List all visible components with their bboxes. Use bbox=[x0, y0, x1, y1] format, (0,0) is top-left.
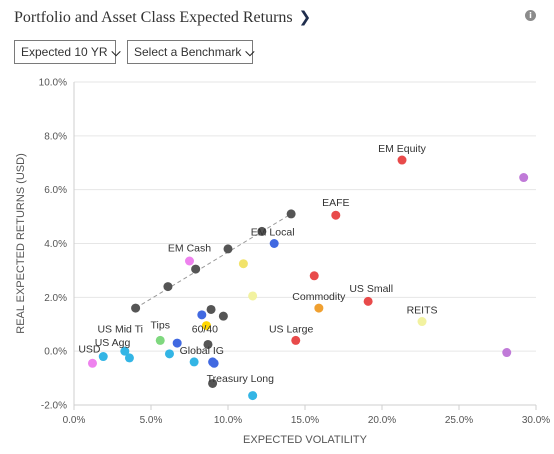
scatter-point-0 bbox=[87, 358, 97, 368]
chart-header: Portfolio and Asset Class Expected Retur… bbox=[14, 6, 544, 30]
point-label-14: Treasury Long bbox=[207, 373, 274, 385]
scatter-point-15 bbox=[206, 304, 216, 314]
y-tick-label-3: 4.0% bbox=[44, 239, 67, 250]
scatter-point-19 bbox=[218, 311, 228, 321]
benchmark-select-label: Select a Benchmark bbox=[134, 45, 242, 59]
y-tick-label-1: 0.0% bbox=[44, 347, 67, 358]
y-tick-label-6: 10.0% bbox=[39, 78, 67, 89]
scatter-point-25 bbox=[269, 239, 279, 248]
scatter-point-13 bbox=[201, 321, 211, 331]
chart-grid bbox=[74, 81, 536, 406]
scatter-point-20 bbox=[223, 244, 233, 254]
info-icon[interactable]: i bbox=[525, 10, 536, 21]
scatter-point-31 bbox=[363, 296, 373, 306]
y-tick-label-5: 8.0% bbox=[44, 131, 67, 142]
chart-axes: 0.0% 5.0% 10.0% 15.0% 20.0% 25.0% 30.0% -2.0% 0.… bbox=[39, 78, 551, 427]
scatter-point-24 bbox=[257, 226, 267, 236]
efficient-frontier bbox=[135, 213, 292, 309]
scatter-point-2 bbox=[120, 346, 130, 356]
point-label-6: REITS bbox=[407, 304, 438, 316]
y-tick-label-2: 2.0% bbox=[44, 293, 67, 304]
scatter-point-6 bbox=[164, 349, 174, 359]
scatter-point-29 bbox=[314, 303, 324, 313]
scatter-point-9 bbox=[185, 256, 194, 266]
scatter-point-32 bbox=[397, 155, 407, 165]
point-label-4: Commodity bbox=[292, 291, 346, 303]
scatter-point-21 bbox=[238, 259, 248, 269]
point-label-13: Global IG bbox=[180, 345, 224, 357]
scatter-point-27 bbox=[291, 335, 301, 345]
scatter-point-28 bbox=[309, 271, 319, 281]
scatter-point-7 bbox=[163, 282, 173, 292]
chevron-down-icon: ⌵ bbox=[111, 45, 121, 59]
scatter-point-17 bbox=[209, 358, 219, 368]
scatter-point-26 bbox=[286, 209, 296, 219]
horizon-select-label: Expected 10 YR bbox=[21, 45, 108, 59]
scatter-point-33 bbox=[417, 317, 427, 327]
x-tick-label-2: 10.0% bbox=[214, 415, 242, 426]
scatter-point-5 bbox=[155, 335, 165, 345]
scatter-point-12 bbox=[197, 310, 207, 320]
point-label-9: 60/40 bbox=[192, 323, 218, 335]
scatter-point-8 bbox=[172, 338, 182, 348]
scatter-point-34 bbox=[502, 348, 512, 358]
x-axis-label: EXPECTED VOLATILITY bbox=[243, 434, 368, 446]
point-label-11: USD bbox=[78, 344, 101, 356]
x-tick-label-4: 20.0% bbox=[368, 415, 396, 426]
scatter-point-3 bbox=[124, 353, 134, 363]
x-tick-label-5: 25.0% bbox=[445, 415, 473, 426]
point-label-5: US Small bbox=[349, 283, 393, 295]
scatter-point-18 bbox=[208, 378, 218, 388]
scatter-point-35 bbox=[519, 173, 529, 183]
scatter-point-11 bbox=[191, 264, 201, 274]
scatter-point-4 bbox=[131, 303, 141, 313]
y-tick-label-4: 6.0% bbox=[44, 185, 67, 196]
scatter-point-30 bbox=[331, 210, 341, 220]
x-tick-label-3: 15.0% bbox=[291, 415, 319, 426]
scatter-chart: 0.0% 5.0% 10.0% 15.0% 20.0% 25.0% 30.0% -2.0% 0.… bbox=[15, 78, 551, 447]
scatter-point-22 bbox=[248, 391, 258, 401]
scatter-points bbox=[87, 155, 529, 401]
point-label-10: US Large bbox=[269, 323, 314, 335]
x-tick-label-1: 5.0% bbox=[140, 415, 163, 426]
chart-title-text[interactable]: Portfolio and Asset Class Expected Retur… bbox=[14, 9, 293, 26]
point-label-7: Tips bbox=[151, 319, 170, 331]
point-label-8: US Mid Ti bbox=[97, 323, 143, 335]
point-label-0: EM Equity bbox=[378, 143, 427, 155]
horizon-select[interactable]: Expected 10 YR ⌵ bbox=[14, 40, 121, 64]
point-label-12: US Agg bbox=[95, 337, 131, 349]
x-tick-label-6: 30.0% bbox=[522, 415, 550, 426]
y-axis-label: REAL EXPECTED RETURNS (USD) bbox=[15, 153, 27, 334]
benchmark-select[interactable]: Select a Benchmark ⌵ bbox=[127, 40, 255, 64]
x-tick-label-0: 0.0% bbox=[63, 415, 86, 426]
chart-title[interactable]: Portfolio and Asset Class Expected Retur… bbox=[14, 8, 311, 27]
chevron-down-icon: ⌵ bbox=[245, 45, 255, 59]
point-label-2: EM Local bbox=[251, 226, 295, 238]
scatter-point-10 bbox=[189, 357, 199, 367]
point-label-1: EAFE bbox=[322, 197, 349, 209]
point-label-3: EM Cash bbox=[168, 243, 211, 255]
scatter-point-1 bbox=[98, 352, 108, 362]
scatter-point-23 bbox=[248, 291, 258, 301]
chevron-right-icon[interactable]: ❯ bbox=[298, 8, 312, 26]
scatter-point-14 bbox=[203, 339, 213, 349]
y-tick-label-0: -2.0% bbox=[41, 401, 67, 412]
frontier-line bbox=[135, 213, 292, 309]
